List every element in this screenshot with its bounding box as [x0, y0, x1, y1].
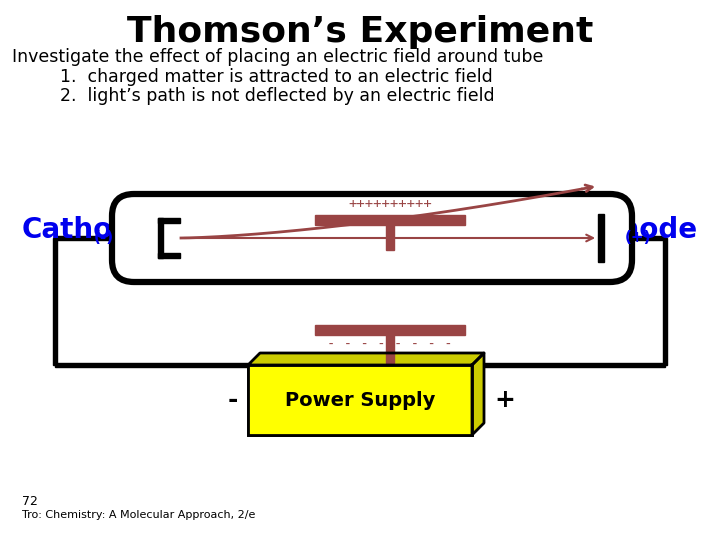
Bar: [598, 214, 604, 262]
Bar: [386, 335, 394, 363]
Bar: [53, 238, 57, 365]
Text: 2.  light’s path is not deflected by an electric field: 2. light’s path is not deflected by an e…: [60, 87, 495, 105]
Bar: [386, 225, 394, 250]
Text: 1.  charged matter is attracted to an electric field: 1. charged matter is attracted to an ele…: [60, 68, 492, 86]
Bar: [55, 363, 248, 367]
Bar: [248, 365, 472, 435]
Bar: [315, 325, 465, 335]
Text: ++++++++++: ++++++++++: [348, 197, 432, 211]
Bar: [158, 218, 180, 223]
Text: Investigate the effect of placing an electric field around tube: Investigate the effect of placing an ele…: [12, 48, 544, 66]
Bar: [632, 236, 665, 240]
Text: Power Supply: Power Supply: [285, 390, 435, 409]
Bar: [158, 218, 163, 258]
Text: Tro: Chemistry: A Molecular Approach, 2/e: Tro: Chemistry: A Molecular Approach, 2/…: [22, 510, 256, 520]
Bar: [472, 363, 665, 367]
Text: (-): (-): [94, 231, 114, 246]
Polygon shape: [248, 353, 484, 365]
Text: 72: 72: [22, 495, 38, 508]
Bar: [315, 215, 465, 225]
Bar: [158, 253, 180, 258]
Text: Cathode: Cathode: [22, 216, 152, 244]
Bar: [663, 238, 667, 365]
Polygon shape: [472, 353, 484, 435]
Text: Thomson’s Experiment: Thomson’s Experiment: [127, 15, 593, 49]
Bar: [248, 365, 472, 435]
Text: - - - - - - - -: - - - - - - - -: [327, 337, 453, 351]
Text: (+): (+): [625, 231, 652, 246]
Text: Anode: Anode: [599, 216, 698, 244]
Text: +: +: [494, 388, 515, 412]
FancyBboxPatch shape: [112, 194, 632, 282]
Bar: [55, 236, 112, 240]
Text: -: -: [228, 388, 238, 412]
